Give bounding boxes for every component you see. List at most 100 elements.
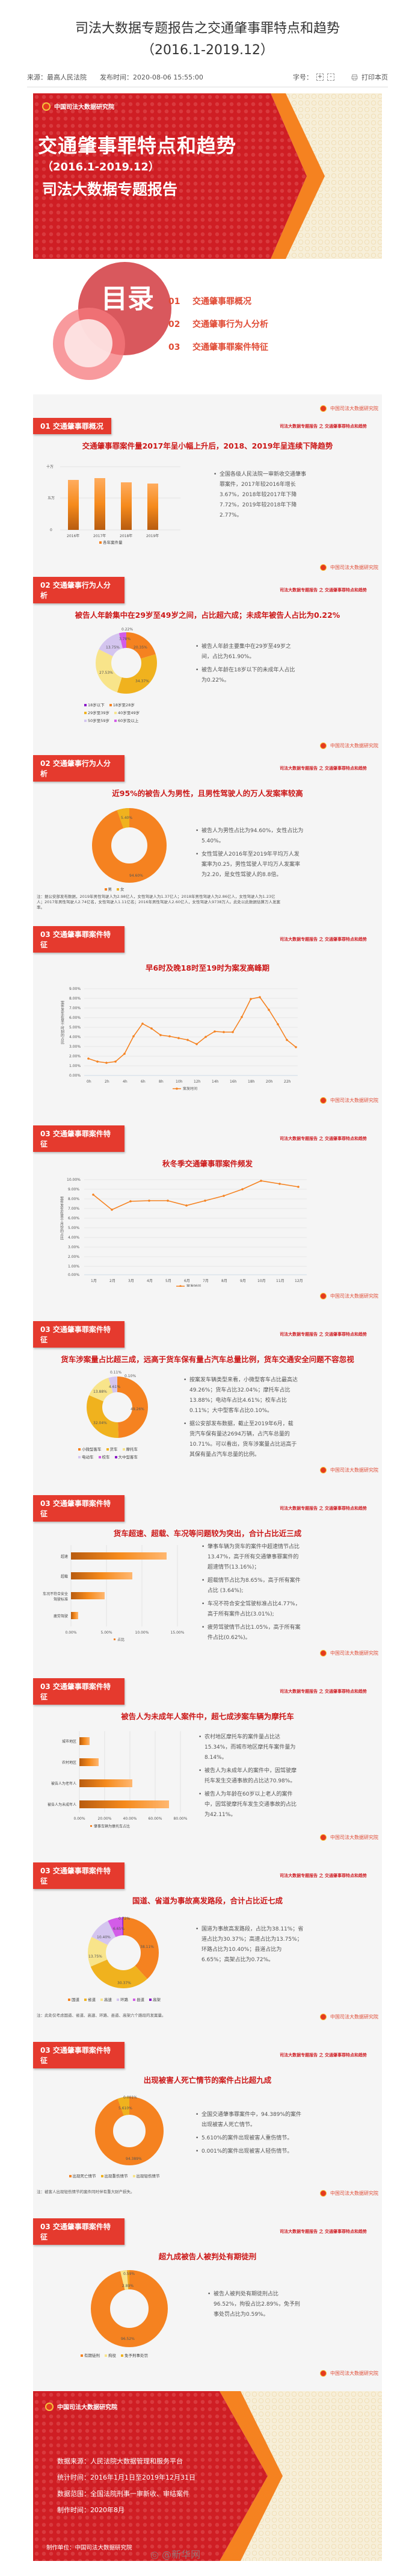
svg-text:10h: 10h [176,1080,183,1084]
svg-text:被告人为未成年人: 被告人为未成年人 [48,1802,76,1807]
font-size-label: 字号： [293,73,313,81]
stat-period: 统计时间：2016年1月1日至2019年12月31日 [57,2474,195,2481]
svg-text:7.00%: 7.00% [68,1207,79,1211]
svg-text:3.00%: 3.00% [69,1045,81,1049]
svg-text:10.40%: 10.40% [97,1935,111,1940]
svg-text:10.00%: 10.00% [67,1178,81,1182]
svg-text:8月: 8月 [221,1279,227,1283]
svg-text:14h: 14h [212,1080,219,1084]
section-tag: 03 交通肇事罪案件特征 [33,2042,124,2068]
watermark: 中国司法大数据研究院 [330,1467,378,1473]
printer-icon [351,74,358,80]
print-button[interactable]: 打印本页 [351,72,388,82]
bullet: 被告人年龄在18岁以下的未成年人占比为0.22%。 [195,665,298,686]
slide-headline: 秋冬季交通肇事罪案件频发 [162,1159,253,1168]
section-tag: 03 交通肇事罪案件特征 [33,1495,124,1522]
svg-text:案发时间: 案发时间 [186,1284,201,1287]
toc-item: 01 交通肇事罪概况 [168,297,251,306]
svg-text:2.00%: 2.00% [69,1054,81,1059]
svg-text:9月: 9月 [240,1279,246,1283]
font-increase-button[interactable]: + [316,73,324,81]
watermark: 中国司法大数据研究院 [330,1098,378,1103]
production-date: 制作时间：2020年8月 [57,2506,124,2514]
court-emblem-icon [45,2402,54,2411]
svg-text:5.40%: 5.40% [121,816,132,820]
article-content: 中国司法大数据研究院 交通肇事罪特点和趋势 （2016.1-2019.12） 司… [33,93,382,2561]
svg-text:案发时间: 案发时间 [183,1086,197,1091]
section-tag: 03 交通肇事罪案件特征 [33,926,124,953]
data-scope: 数据范围：全国法院刑事一审新收、审结案件 [57,2490,189,2498]
svg-text:13.75%: 13.75% [88,1955,102,1959]
slide-headline: 早6时及晚18时至19时为案发高峰期 [146,963,269,972]
bullet: 被告人为年龄在60岁以上老人的案件中，因驾驶摩托车发生交通事故的占比为42.11… [198,1790,301,1820]
slide-headline: 交通肇事罪案件量2017年呈小幅上升后，2018、2019年呈连续下降趋势 [82,441,333,450]
report-subtitle: 司法大数据专题报告 之 交通肇事罪特点和趋势 [280,1332,367,1337]
bullet: 被告人为男性占比为94.60%，女性占比为5.40%。 [195,826,304,847]
court-emblem-icon [320,2370,327,2377]
svg-text:五万: 五万 [48,496,55,500]
svg-text:6.65%: 6.65% [113,1927,124,1931]
svg-text:0.22%: 0.22% [121,627,133,632]
bullet: 5.610%的案件出现被害人重伤情节。 [195,2133,304,2144]
report-subtitle: 司法大数据专题报告 之 交通肇事罪特点和趋势 [280,1873,367,1878]
svg-text:2.89%: 2.89% [122,2284,134,2288]
watermark: 中国司法大数据研究院 [330,1835,378,1840]
svg-text:13.88%: 13.88% [93,1390,107,1394]
court-emblem-icon [320,1834,327,1841]
svg-text:8h: 8h [159,1080,164,1084]
svg-text:疲劳驾驶: 疲劳驾驶 [54,1614,68,1619]
donut-chart-vehicle-types: 49.26% 32.04% 13.88%4.61% 0.11%0.10% [87,1370,148,1438]
report-subtitle: 司法大数据专题报告 之 交通肇事罪特点和趋势 [280,2053,367,2058]
slide-sentences: 03 交通肇事罪案件特征 司法大数据专题报告 之 交通肇事罪特点和趋势 超九成被告… [33,2211,382,2391]
svg-text:6.00%: 6.00% [68,1216,79,1221]
watermark: 中国司法大数据研究院 [330,565,378,570]
svg-text:10月: 10月 [257,1279,266,1283]
svg-text:5.00%: 5.00% [69,1025,81,1030]
svg-text:27.53%: 27.53% [99,671,113,675]
svg-text:2018年: 2018年 [120,534,132,538]
bullet: 被告人为未成年人的案件中，因驾驶摩托车发生交通事故的占比达70.98%。 [198,1766,301,1787]
svg-text:4h: 4h [123,1080,128,1084]
svg-text:3.78%: 3.78% [119,637,131,641]
donut-chart-injuries: 5.610% 0.001% 94.389% [95,2095,164,2165]
bullet: 全国交通肇事罪案件中，94.389%的案件出现被害人死亡情节。 [195,2110,304,2130]
svg-text:十万: 十万 [46,464,54,469]
svg-text:34.37%: 34.37% [135,679,149,683]
svg-text:94.389%: 94.389% [126,2157,142,2161]
svg-text:0.00%: 0.00% [69,1074,81,1078]
watermark: 中国司法大数据研究院 [330,1293,378,1299]
bullet: 被告人被判处有期徒刑占比96.52%，拘役占比2.89%，免予刑事处罚占比为0.… [208,2289,304,2320]
svg-text:38.11%: 38.11% [140,1945,154,1949]
svg-text:2.00%: 2.00% [68,1255,79,1259]
svg-text:2月: 2月 [109,1279,115,1283]
court-emblem-icon [320,1293,327,1299]
report-subtitle: 司法大数据专题报告 之 交通肇事罪特点和趋势 [280,2229,367,2234]
section-tag: 03 交通肇事罪案件特征 [33,1321,124,1348]
svg-text:40.00%: 40.00% [123,1817,137,1821]
svg-text:4.61%: 4.61% [109,1385,120,1389]
svg-text:案件发生在某个时刻的占比: 案件发生在某个时刻的占比 [60,1000,64,1045]
bullet: 按案发车辆类型来看，小微型客车占比最高达49.26%；货车占比32.04%；摩托… [183,1375,298,1416]
court-emblem-icon [320,2014,327,2020]
svg-text:0.59%: 0.59% [123,2272,135,2276]
svg-text:0.00%: 0.00% [68,1273,79,1277]
cover-title: 交通肇事罪特点和趋势 [38,134,237,157]
toc-title: 目录 [101,284,154,314]
svg-text:20h: 20h [266,1080,273,1084]
bullet: 农村地区摩托车的案件量占比达15.34%，而城市地区摩托车案件量为8.14%。 [198,1732,301,1763]
slide-headline: 出现被害人死亡情节的案件占比超九成 [143,2076,272,2085]
svg-text:2016年: 2016年 [67,534,79,538]
font-decrease-button[interactable]: - [327,73,334,81]
source: 来源：最高人民法院 [27,73,87,81]
svg-text:0h: 0h [87,1080,91,1084]
svg-text:60.00%: 60.00% [149,1817,162,1821]
court-emblem-icon [320,1467,327,1473]
report-subtitle: 司法大数据专题报告 之 交通肇事罪特点和趋势 [280,1506,367,1511]
watermark: 中国司法大数据研究院 [330,2014,378,2020]
bullet: 超载情节占比为8.65%，高于所有案件占比 (3.64%); [201,1576,304,1596]
svg-text:案件发生在某个月份的占比: 案件发生在某个月份的占比 [60,1196,64,1240]
donut-chart-age: 20.35% 34.37% 27.53% 13.75% 3.78% 0.22% [96,627,157,694]
bullet: 0.001%的案件出现被害人轻伤情节。 [195,2147,304,2157]
